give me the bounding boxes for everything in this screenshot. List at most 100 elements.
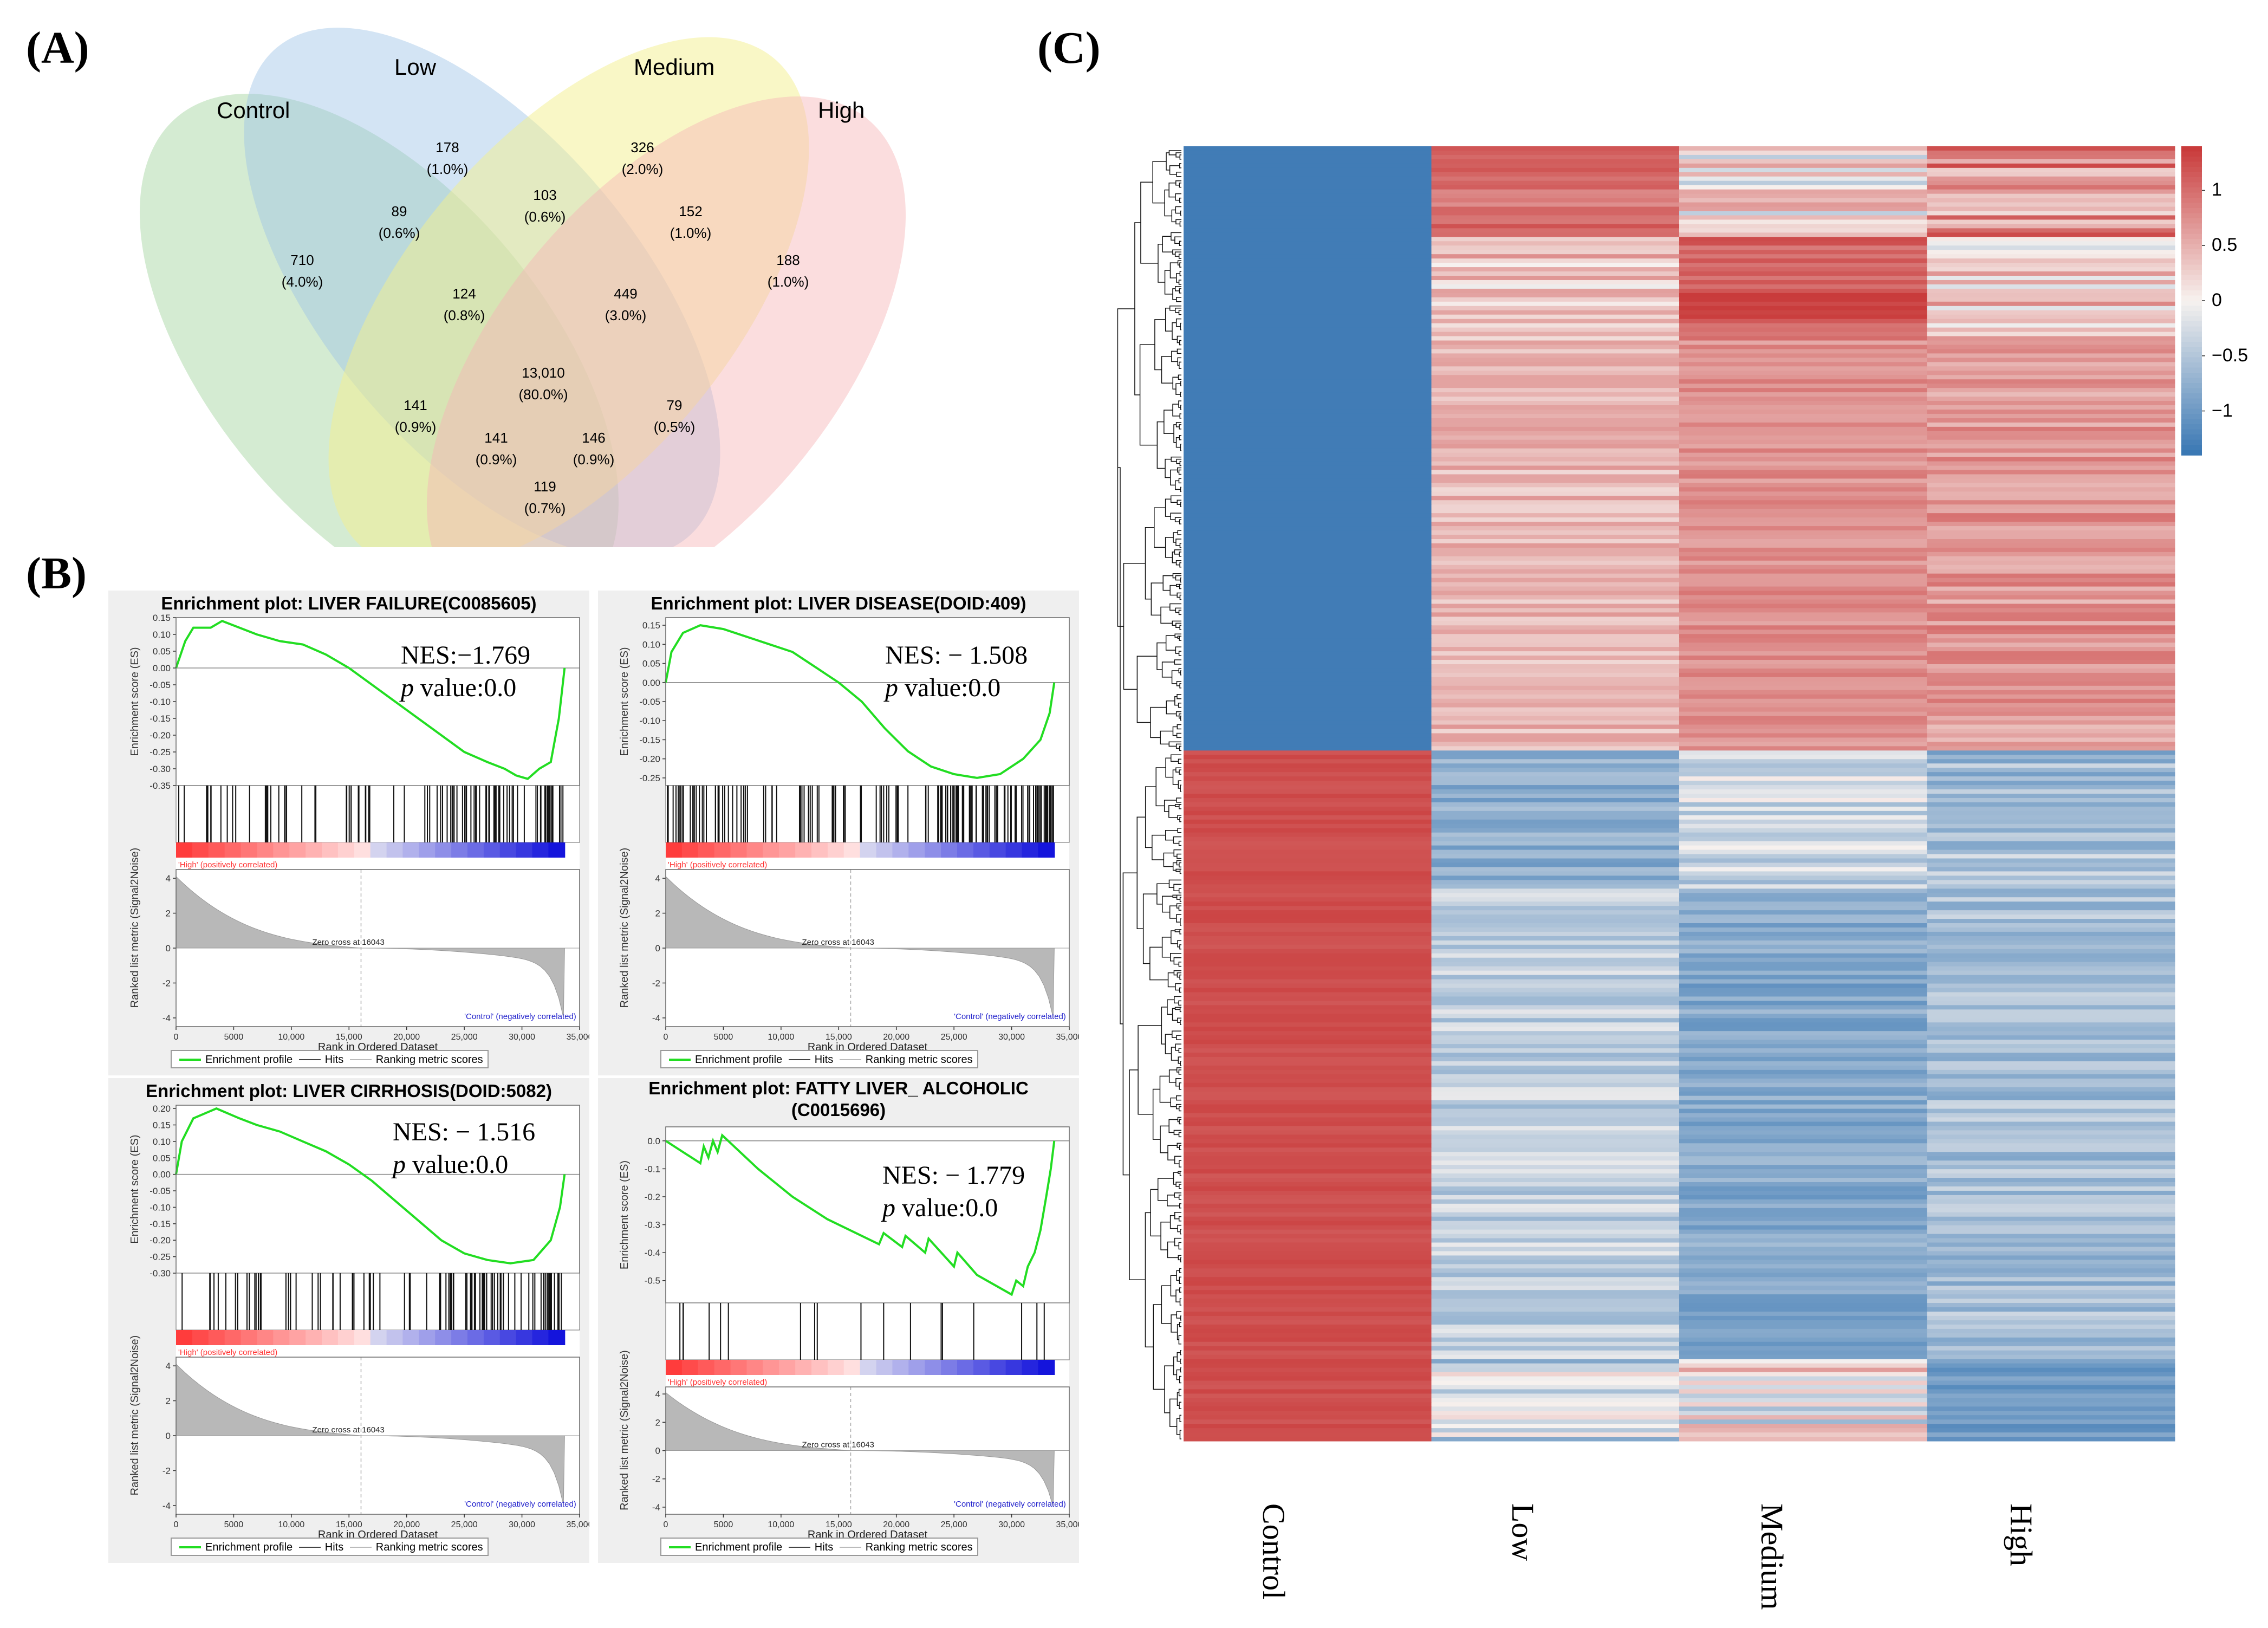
- heatmap-cell: [1184, 797, 1432, 803]
- heatmap-cell: [1927, 560, 2175, 566]
- heatmap-cell: [1431, 634, 1680, 639]
- rank-color-segment: [192, 1330, 209, 1345]
- heatmap-cell: [1184, 612, 1432, 617]
- heatmap-cell: [1927, 565, 2175, 570]
- heatmap-cell: [1927, 1303, 2175, 1308]
- heatmap-cell: [1927, 409, 2175, 414]
- heatmap-cell: [1431, 720, 1680, 725]
- heatmap-cell: [1431, 478, 1680, 483]
- rank-color-segment: [1022, 1360, 1039, 1375]
- heatmap-cell: [1184, 841, 1432, 846]
- heatmap-cell: [1431, 1001, 1680, 1006]
- dendrogram-branch: [1145, 527, 1154, 600]
- heatmap-cell: [1927, 612, 2175, 617]
- heatmap-cell: [1431, 906, 1680, 911]
- dendrogram-branch: [1168, 805, 1178, 818]
- heatmap-cell: [1431, 526, 1680, 531]
- dendrogram-branch: [1179, 745, 1181, 751]
- heatmap-cell: [1431, 323, 1680, 328]
- es-tick-label: 0.15: [153, 613, 171, 623]
- heatmap-cell: [1431, 716, 1680, 721]
- heatmap-cell: [1927, 517, 2175, 522]
- heatmap-cell: [1679, 1035, 1927, 1040]
- heatmap-cell: [1184, 250, 1432, 255]
- heatmap-cell: [1184, 474, 1432, 479]
- heatmap-cell: [1679, 672, 1927, 678]
- heatmap-cell: [1184, 288, 1432, 294]
- heatmap-cell: [1927, 1100, 2175, 1105]
- dendrogram-branch: [1169, 1215, 1178, 1229]
- heatmap-cell: [1431, 681, 1680, 686]
- heatmap-cell: [1679, 1247, 1927, 1251]
- heatmap-cell: [1927, 276, 2175, 281]
- dendrogram-branch: [1178, 961, 1181, 967]
- dendrogram-branch: [1164, 189, 1172, 217]
- dendrogram-branch: [1171, 1047, 1179, 1061]
- heatmap-cell: [1927, 1160, 2175, 1165]
- metric-tick-label: -2: [652, 1474, 660, 1484]
- heatmap-cell: [1431, 1178, 1680, 1183]
- heatmap-cell: [1184, 263, 1432, 268]
- heatmap-cell: [1927, 1234, 2175, 1239]
- heatmap-cell: [1431, 1208, 1680, 1213]
- heatmap-cell: [1679, 258, 1927, 263]
- heatmap-cell: [1927, 293, 2175, 298]
- rank-color-segment: [892, 1360, 909, 1375]
- heatmap-cell: [1184, 146, 1432, 151]
- colorbar-segment: [2181, 146, 2202, 152]
- heatmap-cell: [1927, 1286, 2175, 1290]
- dendrogram-branch: [1169, 603, 1181, 611]
- heatmap-cell: [1679, 621, 1927, 626]
- x-tick-label: 25,000: [941, 1033, 967, 1042]
- heatmap-cell: [1679, 224, 1927, 229]
- heatmap-cell: [1679, 949, 1927, 954]
- heatmap-cell: [1679, 966, 1927, 971]
- heatmap-cell: [1927, 193, 2175, 199]
- heatmap-cell: [1927, 1035, 2175, 1040]
- heatmap-cell: [1184, 858, 1432, 863]
- heatmap-cell: [1431, 1264, 1680, 1269]
- heatmap-cell: [1679, 781, 1927, 786]
- gsea-plot-liver-failure: Enrichment plot: LIVER FAILURE(C0085605)…: [108, 591, 589, 1075]
- heatmap-cell: [1184, 656, 1432, 660]
- x-tick-label: 25,000: [451, 1520, 478, 1529]
- rank-color-segment: [876, 1360, 893, 1375]
- heatmap-cell: [1431, 578, 1680, 583]
- heatmap-cell: [1679, 560, 1927, 566]
- heatmap-cell: [1184, 478, 1432, 483]
- heatmap-cell: [1679, 1393, 1927, 1398]
- heatmap-cell: [1679, 1065, 1927, 1071]
- heatmap-cell: [1927, 375, 2175, 380]
- heatmap-cell: [1679, 634, 1927, 639]
- heatmap-cell: [1431, 375, 1680, 380]
- heatmap-cell: [1927, 884, 2175, 889]
- heatmap-cell: [1431, 1234, 1680, 1239]
- heatmap-cell: [1184, 314, 1432, 320]
- metric-tick-label: 2: [655, 909, 660, 919]
- heatmap-cell: [1679, 371, 1927, 375]
- heatmap-cell: [1184, 1307, 1432, 1312]
- heatmap-cell: [1679, 1354, 1927, 1360]
- heatmap-cell: [1184, 755, 1432, 760]
- heatmap-cell: [1184, 1402, 1432, 1407]
- dendrogram-branch: [1176, 797, 1181, 803]
- heatmap-cell: [1927, 966, 2175, 971]
- heatmap-cell: [1679, 841, 1927, 846]
- heatmap-cell: [1184, 888, 1432, 893]
- heatmap-cell: [1927, 630, 2175, 634]
- heatmap-cell: [1184, 345, 1432, 349]
- heatmap-cell: [1679, 1014, 1927, 1019]
- heatmap-cell: [1184, 1040, 1432, 1045]
- heatmap-cell: [1184, 621, 1432, 626]
- dendrogram-branch: [1178, 1335, 1181, 1345]
- heatmap-cell: [1184, 716, 1432, 721]
- heatmap-cell: [1927, 323, 2175, 328]
- heatmap-cell: [1927, 979, 2175, 984]
- heatmap-cell: [1679, 923, 1927, 928]
- heatmap-cell: [1927, 962, 2175, 967]
- colorbar-segment: [2181, 434, 2202, 440]
- heatmap-cell: [1184, 1190, 1432, 1196]
- heatmap-cell: [1431, 1372, 1680, 1377]
- rank-color-segment: [289, 1330, 307, 1345]
- heatmap-cell: [1679, 750, 1927, 755]
